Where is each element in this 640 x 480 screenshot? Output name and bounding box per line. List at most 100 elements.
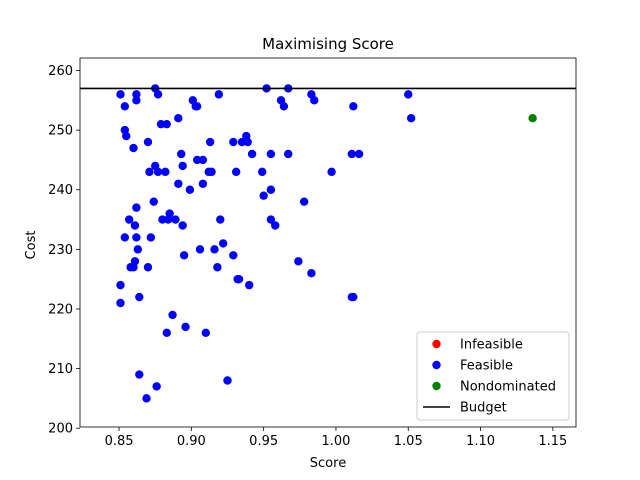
feasible-point [229, 137, 238, 147]
feasible-point [132, 96, 141, 105]
x-tick-label: 0.85 [105, 434, 134, 449]
feasible-point [266, 185, 276, 194]
x-tick-label: 0.90 [177, 434, 206, 449]
feasible-point [258, 167, 267, 177]
feasible-point [161, 167, 170, 177]
feasible-point [284, 149, 293, 159]
y-tick-label: 250 [48, 124, 73, 139]
feasible-point [143, 137, 153, 147]
feasible-point [307, 269, 316, 278]
feasible-point [145, 167, 154, 177]
feasible-point [153, 90, 163, 99]
feasible-point [143, 263, 153, 272]
feasible-point [142, 394, 151, 403]
feasible-point [152, 382, 161, 391]
feasible-point [266, 149, 276, 159]
feasible-point [130, 221, 140, 230]
feasible-point [133, 245, 143, 254]
feasible-point [271, 221, 280, 230]
feasible-point [177, 149, 186, 159]
x-tick-label: 1.10 [466, 434, 495, 449]
feasible-point [198, 179, 208, 188]
feasible-point [132, 90, 141, 99]
feasible-point [404, 90, 413, 99]
x-tick-label: 0.95 [249, 434, 278, 449]
feasible-point [162, 119, 171, 129]
x-tick-label: 1.05 [394, 434, 423, 449]
legend-label-feasible: Feasible [460, 359, 513, 374]
feasible-point [266, 215, 276, 224]
feasible-point [124, 215, 134, 224]
feasible-point [207, 167, 216, 177]
feasible-point [162, 328, 171, 338]
feasible-point [168, 310, 177, 320]
feasible-point [158, 215, 167, 224]
legend-label-infeasible: Infeasible [460, 338, 523, 353]
legend-swatch-infeasible [432, 339, 441, 349]
feasible-point [276, 96, 286, 105]
feasible-point [223, 376, 232, 385]
feasible-point [349, 102, 358, 111]
feasible-point [201, 328, 211, 338]
chart-title: Maximising Score [262, 35, 394, 53]
x-tick-label: 1.15 [538, 434, 567, 449]
feasible-point [247, 149, 257, 159]
legend-label-budget: Budget [460, 401, 507, 416]
feasible-point [231, 167, 241, 177]
feasible-point [243, 137, 252, 147]
feasible-point [213, 263, 222, 272]
feasible-point [132, 203, 141, 212]
feasible-point [149, 197, 158, 206]
feasible-point [135, 292, 144, 302]
feasible-point [116, 298, 125, 308]
feasible-point [120, 233, 130, 242]
feasible-point [192, 102, 202, 111]
legend: Infeasible Feasible Nondominated Budget [416, 331, 570, 421]
feasible-point [216, 215, 225, 224]
feasible-point [229, 251, 238, 260]
feasible-point [178, 221, 187, 230]
y-tick-label: 230 [48, 243, 73, 258]
feasible-point [153, 167, 163, 177]
feasible-point [174, 179, 183, 188]
feasible-point [354, 149, 364, 159]
x-axis-label: Score [310, 456, 346, 471]
plot-area: 0.85 0.90 0.95 1.00 1.05 1.10 1.15 200 210 220 230… [48, 57, 577, 449]
feasible-point [192, 155, 202, 165]
legend-swatch-feasible [432, 360, 441, 370]
feasible-point [234, 274, 244, 284]
legend-swatch-nondominated [432, 381, 441, 391]
y-tick-label: 220 [48, 302, 73, 317]
legend-box [416, 331, 570, 421]
feasible-point [237, 137, 247, 147]
axes-frame [79, 57, 577, 428]
y-axis-label: Cost [24, 231, 39, 260]
y-tick-label: 210 [48, 362, 73, 377]
feasible-point [195, 245, 205, 254]
y-tick-label: 200 [48, 422, 73, 437]
feasible-point [210, 245, 219, 254]
feasible-point [135, 370, 144, 379]
feasible-point [347, 149, 357, 159]
x-tick-label: 1.00 [321, 434, 350, 449]
feasible-point [244, 280, 254, 290]
feasible-point [174, 114, 183, 123]
feasible-point [164, 215, 173, 224]
feasible-point [299, 197, 309, 206]
feasible-point [171, 215, 180, 224]
feasible-point [122, 131, 131, 141]
feasible-point [327, 167, 336, 177]
feasible-point [156, 119, 166, 129]
feasible-point [178, 161, 187, 171]
feasible-point [129, 143, 138, 153]
feasible-point [132, 233, 141, 242]
legend-label-nondominated: Nondominated [460, 380, 556, 395]
feasible-point [198, 155, 208, 165]
feasible-point [120, 102, 130, 111]
y-tick-label: 260 [48, 64, 73, 79]
feasible-point [185, 185, 195, 194]
y-tick-label: 240 [48, 183, 73, 198]
nondominated-point [528, 114, 537, 123]
feasible-point [126, 263, 135, 272]
